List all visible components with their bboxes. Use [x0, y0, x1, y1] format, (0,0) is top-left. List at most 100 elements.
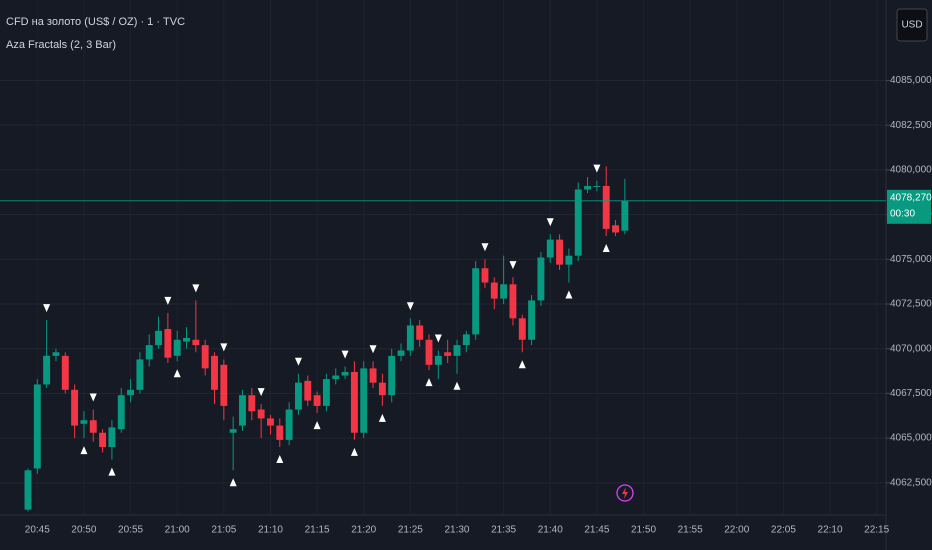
candle-body — [89, 420, 97, 433]
fractal-high-arrow — [434, 334, 442, 343]
fractal-low-arrow — [350, 447, 358, 456]
candle-body — [350, 371, 358, 433]
candle-body — [602, 185, 610, 229]
candle-body — [211, 355, 218, 390]
candle-body — [24, 470, 32, 510]
candle-body — [257, 409, 265, 419]
candle-body — [43, 355, 51, 385]
countdown-label: 00:30 — [890, 208, 915, 219]
candle-body — [472, 268, 480, 335]
fractal-high-arrow — [43, 304, 51, 313]
fractal-high-arrow — [257, 388, 265, 397]
x-tick-label: 20:55 — [118, 525, 143, 536]
candle-body — [276, 425, 284, 440]
candle-body — [229, 429, 237, 433]
candle-body — [397, 350, 405, 356]
candle-body — [192, 339, 200, 346]
x-tick-label: 21:15 — [305, 525, 330, 536]
candle-body — [117, 395, 125, 430]
candle-body — [173, 339, 181, 356]
y-tick-label: 4075,000 — [890, 254, 932, 265]
x-tick-label: 22:00 — [724, 525, 749, 536]
last-price-tag — [887, 189, 931, 224]
candle-body — [546, 239, 554, 258]
fractal-high-arrow — [509, 261, 517, 270]
candle-body — [528, 300, 536, 340]
plot — [24, 164, 629, 512]
fractal-high-arrow — [192, 284, 200, 293]
x-tick-label: 22:15 — [864, 525, 889, 536]
fractal-high-arrow — [481, 243, 489, 252]
x-tick-label: 21:35 — [491, 525, 516, 536]
alert-icon — [616, 484, 634, 502]
candle-body — [500, 284, 508, 299]
fractal-high-arrow — [369, 345, 377, 354]
y-tick-label: 4065,000 — [890, 433, 932, 444]
fractal-low-arrow — [453, 381, 461, 390]
candle-body — [71, 389, 79, 426]
x-tick-label: 22:05 — [771, 525, 796, 536]
x-tick-label: 21:50 — [631, 525, 656, 536]
x-tick-label: 21:55 — [678, 525, 703, 536]
currency-button[interactable] — [896, 8, 928, 42]
x-tick-label: 21:45 — [584, 525, 609, 536]
candle-body — [341, 371, 349, 376]
candle-body — [294, 382, 302, 410]
x-tick-label: 21:00 — [165, 525, 190, 536]
y-tick-label: 4082,500 — [890, 120, 932, 131]
fractal-low-arrow — [425, 378, 433, 387]
candle-body — [52, 352, 60, 356]
candle-body — [556, 239, 564, 265]
candle-body — [416, 325, 424, 340]
candle-body — [267, 418, 274, 426]
candle-body — [145, 345, 153, 360]
indicator-title: Aza Fractals (2, 3 Bar) — [6, 39, 116, 51]
x-tick-label: 21:20 — [351, 525, 376, 536]
fractal-low-arrow — [229, 478, 237, 487]
candle-body — [369, 368, 377, 383]
candle-body — [80, 420, 88, 424]
candle-body — [108, 427, 116, 448]
candle-body — [322, 379, 330, 406]
currency-label[interactable]: USD — [901, 20, 922, 31]
candle-body — [509, 284, 517, 319]
candle-body — [164, 329, 172, 358]
y-tick-label: 4080,000 — [890, 165, 932, 176]
x-tick-label: 21:05 — [211, 525, 236, 536]
fractal-high-arrow — [220, 343, 228, 352]
x-tick-label: 22:10 — [818, 525, 843, 536]
x-tick-label: 21:10 — [258, 525, 283, 536]
candle-body — [406, 325, 414, 351]
x-tick-label: 21:25 — [398, 525, 423, 536]
candle-body — [388, 355, 396, 396]
candle-body — [304, 380, 312, 401]
y-tick-label: 4067,500 — [890, 388, 932, 399]
y-tick-label: 4072,500 — [890, 299, 932, 310]
fractal-low-arrow — [173, 369, 181, 378]
candle-body — [313, 395, 321, 406]
y-tick-label: 4070,000 — [890, 343, 932, 354]
last-price-label: 4078,270 — [890, 192, 932, 203]
candle-body — [537, 257, 545, 301]
fractal-high-arrow — [341, 350, 349, 359]
candle-body — [574, 189, 582, 256]
candle-body — [155, 330, 162, 346]
fractal-low-arrow — [108, 467, 116, 476]
candle-body — [444, 352, 452, 356]
fractal-low-arrow — [313, 421, 321, 430]
candle-body — [518, 318, 526, 340]
candle-body — [360, 368, 368, 433]
candle-body — [434, 355, 442, 365]
candle-body — [248, 395, 256, 412]
fractal-low-arrow — [565, 290, 573, 299]
fractal-high-arrow — [294, 357, 302, 366]
x-tick-label: 21:40 — [538, 525, 563, 536]
candle-body — [201, 345, 209, 369]
x-tick-label: 21:30 — [444, 525, 469, 536]
fractal-high-arrow — [406, 302, 414, 311]
fractal-low-arrow — [80, 446, 88, 455]
fractal-low-arrow — [602, 244, 610, 253]
candle-body — [136, 359, 144, 390]
